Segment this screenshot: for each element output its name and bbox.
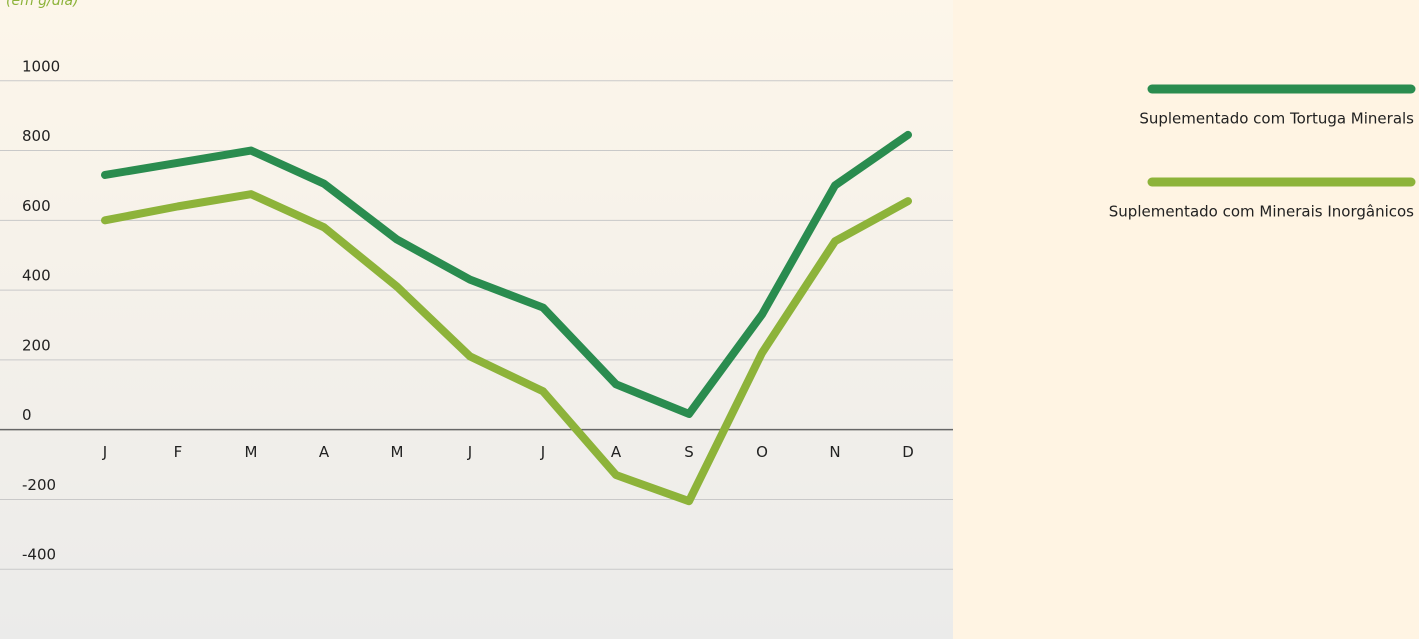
x-tick-label: S	[684, 443, 694, 461]
y-tick-label: 1000	[22, 57, 60, 75]
x-tick-label: A	[319, 443, 330, 461]
y-tick-label: 600	[22, 197, 51, 215]
y-tick-label: 800	[22, 127, 51, 145]
x-tick-label: A	[611, 443, 622, 461]
x-tick-label: M	[245, 443, 258, 461]
x-tick-label: O	[756, 443, 768, 461]
x-tick-label: J	[540, 443, 545, 461]
series-line	[101, 130, 912, 418]
y-tick-label: 0	[22, 406, 32, 424]
y-tick-label: -200	[22, 476, 56, 494]
plot-background	[0, 0, 953, 639]
x-tick-label: J	[102, 443, 107, 461]
x-tick-label: J	[467, 443, 472, 461]
series-line	[101, 190, 912, 506]
legend-label: Suplementado com Minerais Inorgânicos	[1109, 203, 1414, 221]
y-tick-label: 200	[22, 336, 51, 354]
x-tick-label: F	[174, 443, 183, 461]
legend-label: Suplementado com Tortuga Minerals	[1139, 110, 1414, 128]
x-tick-label: M	[391, 443, 404, 461]
x-tick-label: D	[902, 443, 914, 461]
y-tick-label: 400	[22, 267, 51, 285]
chart-subtitle: (em g/dia)	[6, 0, 79, 9]
y-tick-label: -400	[22, 546, 56, 564]
x-tick-label: N	[829, 443, 840, 461]
